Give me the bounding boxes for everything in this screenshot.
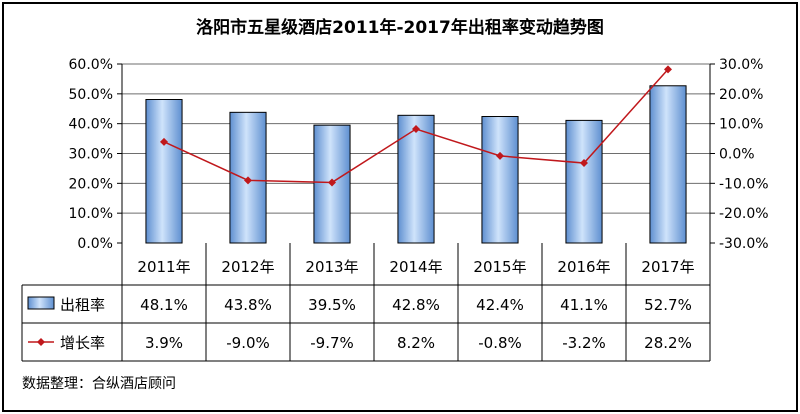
x-tick-label: 2012年 xyxy=(221,258,274,276)
y-left-tick-label: 60.0% xyxy=(69,57,113,73)
growth-rate-point xyxy=(160,137,168,146)
y-left-tick-label: 10.0% xyxy=(69,206,113,222)
x-tick-label: 2013年 xyxy=(305,258,358,276)
legend-label-occupancy: 出租率 xyxy=(60,296,105,314)
y-right-tick-label: -20.0% xyxy=(719,206,769,222)
bar-occupancy xyxy=(481,116,519,244)
y-left-tick-label: 50.0% xyxy=(69,87,113,103)
growth-rate-point xyxy=(328,178,336,187)
y-right-tick-label: 10.0% xyxy=(719,117,763,133)
x-tick-label: 2015年 xyxy=(473,258,526,276)
table-cell-occupancy: 43.8% xyxy=(224,296,272,314)
growth-rate-point xyxy=(580,159,588,168)
source-note: 数据整理：合纵酒店顾问 xyxy=(22,376,176,392)
table-cell-occupancy: 52.7% xyxy=(644,296,692,314)
table-cell-growth: 8.2% xyxy=(397,334,435,352)
legend-label-growth: 增长率 xyxy=(60,334,105,352)
legend-key-marker xyxy=(37,338,45,346)
growth-rate-point xyxy=(244,176,252,185)
y-left-tick-label: 0.0% xyxy=(77,236,113,252)
table-cell-growth: -3.2% xyxy=(562,334,606,352)
y-right-tick-label: -10.0% xyxy=(719,176,769,192)
y-left-tick-label: 40.0% xyxy=(69,117,113,133)
table-cell-occupancy: 41.1% xyxy=(560,296,608,314)
x-tick-label: 2017年 xyxy=(641,258,694,276)
table-cell-occupancy: 48.1% xyxy=(140,296,188,314)
plot-area: 0.0% -30.0% 10.0% -20.0% 20.0% -10.0% 30.0% 0.0… xyxy=(69,57,769,252)
y-left-tick-label: 30.0% xyxy=(69,147,113,163)
growth-rate-point xyxy=(496,151,504,160)
data-table: 2011年 2012年 2013年 2014年 2015年 2016年 2017年出租率增长… xyxy=(21,243,711,362)
bar-occupancy xyxy=(145,99,183,244)
bar-occupancy xyxy=(649,85,687,244)
bar-occupancy xyxy=(397,114,435,244)
table-cell-occupancy: 39.5% xyxy=(308,296,356,314)
y-right-tick-label: 30.0% xyxy=(719,57,763,73)
table-cell-growth: 28.2% xyxy=(644,334,692,352)
growth-rate-point xyxy=(412,125,420,134)
x-tick-label: 2011年 xyxy=(137,258,190,276)
chart-title: 洛阳市五星级酒店2011年-2017年出租率变动趋势图 xyxy=(196,17,604,38)
y-right-tick-label: 20.0% xyxy=(719,87,763,103)
table-cell-growth: 3.9% xyxy=(145,334,183,352)
growth-rate-point xyxy=(664,65,672,74)
y-right-tick-label: 0.0% xyxy=(719,147,755,163)
y-left-tick-label: 20.0% xyxy=(69,176,113,192)
y-right-tick-label: -30.0% xyxy=(719,236,769,252)
table-cell-growth: -9.7% xyxy=(310,334,354,352)
x-tick-label: 2016年 xyxy=(557,258,610,276)
legend-key-bar xyxy=(27,296,55,310)
table-cell-occupancy: 42.4% xyxy=(476,296,524,314)
x-tick-label: 2014年 xyxy=(389,258,442,276)
table-cell-growth: -9.0% xyxy=(226,334,270,352)
table-cell-occupancy: 42.8% xyxy=(392,296,440,314)
bar-occupancy xyxy=(565,119,603,244)
table-cell-growth: -0.8% xyxy=(478,334,522,352)
